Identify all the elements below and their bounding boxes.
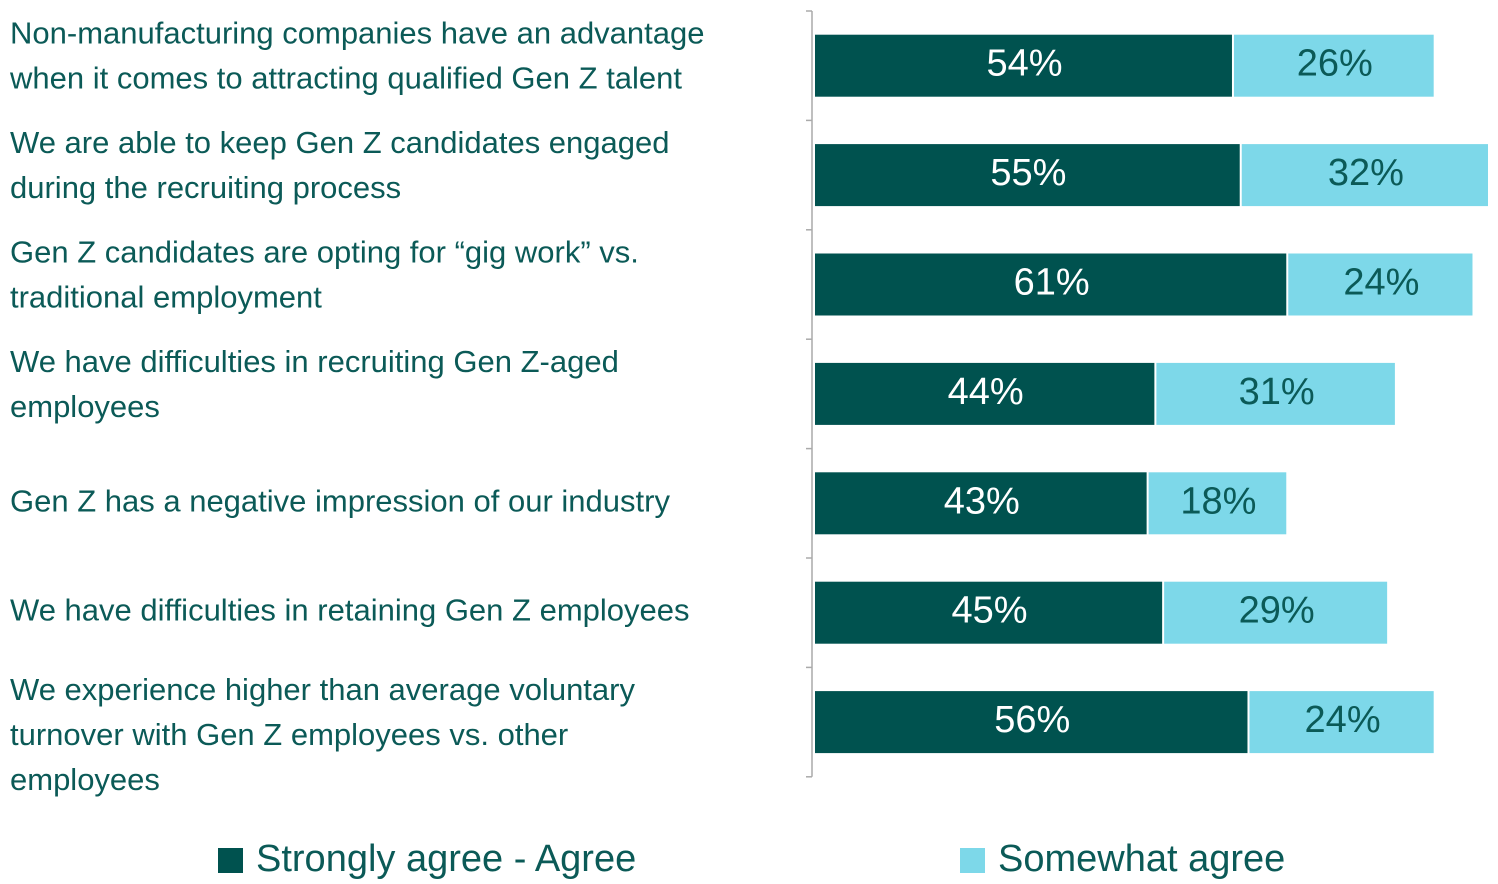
category-label: We have difficulties in retaining Gen Z … [10, 593, 690, 628]
value-label: 43% [944, 480, 1020, 522]
category-label: Gen Z has a negative impression of our i… [10, 483, 670, 518]
bar-segment [1241, 144, 1488, 207]
value-label: 56% [994, 699, 1070, 741]
category-label: We experience higher than average volunt… [10, 672, 635, 797]
value-label: 24% [1305, 699, 1381, 741]
bar-segment [815, 253, 1287, 316]
bar-segment [815, 362, 1155, 425]
bar-segment [1148, 472, 1287, 535]
legend-swatch [218, 848, 243, 873]
legend-swatch [960, 848, 985, 873]
bar-segment [1233, 34, 1434, 97]
category-label: We have difficulties in recruiting Gen Z… [10, 344, 619, 424]
value-label: 32% [1328, 152, 1404, 194]
value-label: 54% [986, 43, 1062, 85]
category-label: We are able to keep Gen Z candidates eng… [10, 125, 670, 205]
bar-segment [815, 691, 1248, 754]
category-label: Gen Z candidates are opting for “gig wor… [10, 235, 639, 315]
bar-segment [815, 472, 1147, 535]
bar-segment [1164, 581, 1388, 644]
value-label: 44% [948, 371, 1024, 413]
value-label: 29% [1239, 590, 1315, 632]
value-label: 26% [1297, 43, 1373, 85]
category-label: Non-manufacturing companies have an adva… [9, 16, 705, 96]
value-label: 18% [1180, 480, 1256, 522]
bar-segment [815, 581, 1163, 644]
value-label: 31% [1239, 371, 1315, 413]
value-label: 61% [1014, 262, 1090, 304]
bar-segment [1156, 362, 1395, 425]
bar-segment [1288, 253, 1473, 316]
bar-segment [815, 144, 1240, 207]
value-label: 45% [952, 590, 1028, 632]
legend-label: Strongly agree - Agree [256, 838, 636, 880]
bar-segment [815, 34, 1232, 97]
value-label: 24% [1343, 262, 1419, 304]
bar-segment [1249, 691, 1434, 754]
legend-label: Somewhat agree [998, 838, 1285, 880]
value-label: 55% [990, 152, 1066, 194]
